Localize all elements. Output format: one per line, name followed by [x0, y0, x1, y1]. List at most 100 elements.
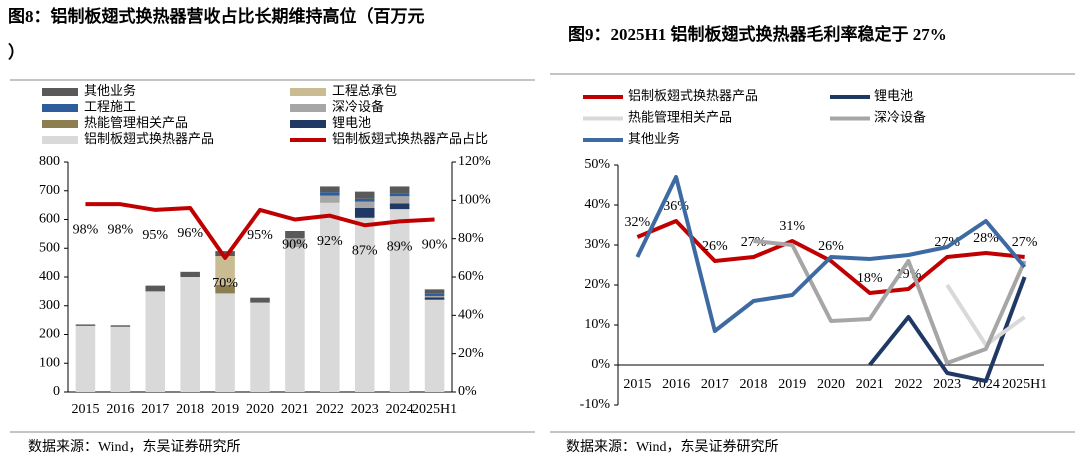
x-tick-label: 2016 — [662, 377, 690, 392]
bar-segment — [389, 186, 410, 194]
bar-segment — [75, 324, 96, 326]
y-tick-label: 40% — [584, 197, 610, 212]
bar-segment — [354, 201, 375, 208]
legend-label: 锂电池 — [332, 115, 371, 130]
bar-segment — [389, 193, 410, 197]
bar-segment — [285, 247, 305, 392]
data-label: 26% — [702, 239, 728, 254]
legend-label: 工程施工 — [84, 99, 136, 114]
y2-tick-label: 0% — [458, 384, 477, 399]
y-tick-label: 200 — [39, 327, 60, 342]
line-series — [945, 283, 1026, 347]
source: 数据来源：Wind，东吴证券研究所 — [566, 439, 779, 455]
data-label: 32% — [625, 215, 651, 230]
y-tick-label: -10% — [580, 397, 611, 412]
bar-segment — [110, 325, 131, 327]
bar-segment — [354, 198, 375, 202]
y-tick-label: 0% — [591, 357, 610, 372]
chart-title-cont: ） — [8, 42, 25, 62]
legend-swatch — [290, 88, 326, 96]
bar-segment — [110, 326, 131, 392]
bar-segment — [285, 231, 305, 239]
bar-segment — [215, 256, 235, 285]
bar-segment — [389, 209, 410, 392]
bar-segment — [389, 203, 410, 210]
data-label: 95% — [142, 228, 168, 243]
legend-label: 铝制板翅式换热器产品 — [628, 88, 758, 103]
x-tick-label: 2021 — [281, 402, 309, 417]
data-label: 26% — [818, 239, 844, 254]
x-tick-label: 2021 — [856, 377, 884, 392]
y-tick-label: 50% — [584, 157, 610, 172]
x-tick-label: 2018 — [176, 402, 204, 417]
data-label: 90% — [282, 238, 308, 253]
x-tick-label: 2015 — [71, 402, 99, 417]
bar-segment — [250, 297, 270, 303]
legend-swatch — [290, 104, 326, 112]
x-tick-label: 2022 — [316, 402, 344, 417]
y2-tick-label: 20% — [458, 346, 484, 361]
legend-label: 深冷设备 — [332, 99, 384, 114]
bar-segment — [320, 192, 340, 196]
x-tick-label: 2025H1 — [1002, 377, 1047, 392]
legend-label: 工程总承包 — [332, 83, 397, 98]
bar-segment — [320, 195, 340, 203]
bar-segment — [424, 289, 445, 294]
bar-segment — [320, 202, 340, 392]
data-label: 89% — [387, 240, 413, 255]
legend-label: 铝制板翅式换热器产品 — [84, 131, 214, 146]
bar-segment — [285, 238, 305, 248]
data-label: 87% — [352, 243, 378, 258]
bar-segment — [215, 293, 235, 392]
legend-label: 热能管理相关产品 — [628, 109, 732, 124]
y-tick-label: 300 — [39, 298, 60, 313]
bar-segment — [354, 208, 375, 218]
y2-tick-label: 100% — [458, 193, 491, 208]
x-tick-label: 2020 — [817, 377, 845, 392]
legend-swatch — [42, 136, 78, 144]
bar-segment — [180, 271, 200, 277]
bar-segment — [250, 302, 270, 392]
data-label: 70% — [212, 276, 238, 291]
line-series — [636, 219, 1025, 295]
legend-label: 其他业务 — [84, 83, 136, 98]
y-tick-label: 10% — [584, 317, 610, 332]
bar-segment — [424, 295, 445, 298]
bar-segment — [180, 277, 200, 392]
x-tick-label: 2020 — [246, 402, 274, 417]
y2-tick-label: 60% — [458, 269, 484, 284]
data-label: 95% — [247, 228, 273, 243]
y-tick-label: 400 — [39, 269, 60, 284]
legend-label: 热能管理相关产品 — [84, 115, 188, 130]
y-tick-label: 700 — [39, 183, 60, 198]
bar-segment — [320, 186, 340, 193]
x-tick-label: 2024 — [386, 402, 414, 417]
x-tick-label: 2019 — [778, 377, 806, 392]
line-series — [85, 202, 435, 260]
data-label: 90% — [422, 238, 448, 253]
y-tick-label: 800 — [39, 154, 60, 169]
y-tick-label: 0 — [53, 384, 60, 399]
legend-swatch — [42, 104, 78, 112]
bar-segment — [75, 325, 96, 392]
data-label: 96% — [177, 226, 203, 241]
x-tick-label: 2017 — [141, 402, 169, 417]
x-tick-label: 2018 — [740, 377, 768, 392]
bar-segment — [354, 217, 375, 392]
legend-swatch — [42, 88, 78, 96]
line-series — [635, 175, 1027, 333]
x-tick-label: 2016 — [106, 402, 134, 417]
bar-segment — [424, 293, 445, 296]
bar-segment — [145, 291, 166, 392]
bar-segment — [424, 299, 445, 392]
data-label: 98% — [108, 222, 134, 237]
bar-segment — [215, 284, 235, 294]
data-label: 18% — [857, 271, 883, 286]
line-series — [868, 276, 1027, 383]
y-tick-label: 100 — [39, 355, 60, 370]
y-tick-label: 30% — [584, 237, 610, 252]
x-tick-label: 2015 — [623, 377, 651, 392]
x-tick-label: 2023 — [933, 377, 961, 392]
x-tick-label: 2025H1 — [412, 402, 457, 417]
